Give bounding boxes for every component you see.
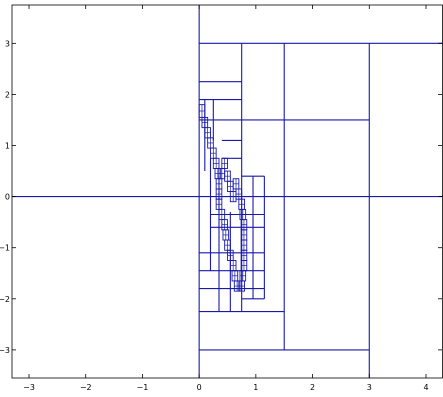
y-axis-ticks: −3 −2 −1 0 1 2 3	[0, 39, 442, 355]
x-tick-label: −3	[23, 383, 35, 392]
y-tick-label: 0	[5, 193, 10, 202]
x-axis-ticks: −3 −2 −1 0 1 2 3 4	[23, 5, 429, 392]
y-tick-label: −3	[0, 346, 10, 355]
y-tick-label: 2	[5, 90, 10, 99]
x-tick-label: 4	[423, 383, 428, 392]
x-tick-label: 2	[310, 383, 315, 392]
x-tick-label: 0	[197, 383, 202, 392]
y-tick-label: −1	[0, 244, 10, 253]
fine-cells	[198, 104, 248, 292]
x-tick-label: −1	[137, 383, 149, 392]
y-tick-label: 3	[5, 39, 10, 48]
x-tick-label: 1	[253, 383, 258, 392]
x-tick-label: −2	[80, 383, 92, 392]
y-tick-label: −2	[0, 295, 10, 304]
y-tick-label: 1	[5, 142, 10, 151]
x-tick-label: 3	[367, 383, 372, 392]
